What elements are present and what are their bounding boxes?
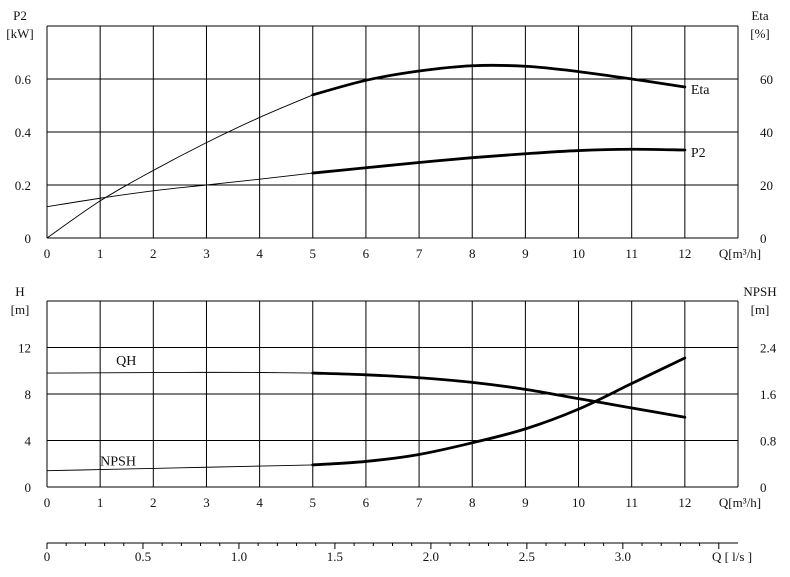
- top-x-tick-label: 7: [416, 246, 423, 261]
- top-left-tick-label: 0.4: [15, 125, 32, 140]
- bottom-right-tick-label: 2.4: [760, 341, 777, 356]
- top-series-p2-bold: [311, 147, 687, 175]
- bottom-right-tick-label: 1.6: [760, 387, 777, 402]
- bottom-right-tick-label: 0.8: [760, 434, 776, 449]
- bottom-x-tick-label: 12: [678, 495, 691, 510]
- top-series-eta-bold: [311, 63, 687, 97]
- bottom-left-axis-name: H: [15, 284, 24, 299]
- bottom-series-qh-thin: [46, 371, 313, 374]
- lps-axis-tick-label: 2.0: [423, 549, 439, 564]
- bottom-series-label: NPSH: [100, 455, 136, 470]
- bottom-left-tick-label: 8: [25, 387, 32, 402]
- top-x-tick-label: 12: [678, 246, 691, 261]
- bottom-series-label: QH: [116, 354, 136, 369]
- top-series-p2-thin: [46, 172, 313, 208]
- top-x-tick-label: 6: [363, 246, 370, 261]
- lps-axis-tick-label: 0.5: [135, 549, 151, 564]
- top-x-tick-label: 8: [469, 246, 476, 261]
- top-x-tick-label: 3: [203, 246, 210, 261]
- top-x-tick-label: 4: [256, 246, 263, 261]
- bottom-x-tick-label: 4: [256, 495, 263, 510]
- top-x-tick-label: 2: [150, 246, 157, 261]
- lps-axis-tick-label: 1.5: [327, 549, 343, 564]
- top-right-tick-label: 0: [760, 231, 767, 246]
- top-series-eta-thin: [46, 94, 313, 239]
- top-x-tick-label: 5: [310, 246, 317, 261]
- bottom-right-axis-name: NPSH: [743, 284, 776, 299]
- top-right-tick-label: 40: [760, 125, 773, 140]
- top-left-tick-label: 0.6: [15, 72, 32, 87]
- bottom-series-qh-bold: [311, 371, 687, 419]
- lps-axis-label: Q [ l/s ]: [712, 549, 752, 564]
- bottom-series-npsh-bold: [311, 356, 687, 467]
- bottom-x-tick-label: 1: [97, 495, 104, 510]
- bottom-x-tick-label: 7: [416, 495, 423, 510]
- top-x-axis-label: Q[m³/h]: [719, 246, 761, 261]
- top-right-tick-label: 60: [760, 72, 773, 87]
- top-x-tick-label: 10: [572, 246, 585, 261]
- bottom-left-tick-label: 12: [18, 341, 31, 356]
- top-x-tick-label: 11: [625, 246, 638, 261]
- lps-axis-tick-label: 2.5: [519, 549, 535, 564]
- bottom-right-tick-label: 0: [760, 480, 767, 495]
- bottom-x-tick-label: 9: [522, 495, 529, 510]
- lps-axis-tick-label: 3.0: [615, 549, 631, 564]
- bottom-series-npsh-thin: [46, 464, 313, 472]
- top-right-axis-name: Eta: [751, 8, 769, 23]
- bottom-x-tick-label: 5: [310, 495, 317, 510]
- lps-axis-tick-label: 1.0: [231, 549, 247, 564]
- bottom-left-tick-label: 4: [25, 434, 32, 449]
- top-x-tick-label: 9: [522, 246, 529, 261]
- bottom-left-tick-label: 0: [25, 480, 32, 495]
- top-left-axis-unit: [kW]: [6, 26, 33, 41]
- top-series-label: P2: [691, 146, 706, 161]
- top-x-tick-label: 1: [97, 246, 104, 261]
- bottom-x-axis-label: Q[m³/h]: [719, 495, 761, 510]
- top-x-tick-label: 0: [44, 246, 51, 261]
- bottom-x-tick-label: 2: [150, 495, 157, 510]
- top-right-tick-label: 20: [760, 178, 773, 193]
- top-right-axis-unit: [%]: [750, 26, 770, 41]
- bottom-x-tick-label: 8: [469, 495, 476, 510]
- lps-axis-tick-label: 0: [44, 549, 51, 564]
- bottom-x-tick-label: 11: [625, 495, 638, 510]
- bottom-x-tick-label: 3: [203, 495, 210, 510]
- bottom-x-tick-label: 0: [44, 495, 51, 510]
- bottom-x-tick-label: 6: [363, 495, 370, 510]
- bottom-left-axis-unit: [m]: [11, 302, 30, 317]
- top-left-tick-label: 0.2: [15, 178, 31, 193]
- top-left-tick-label: 0: [25, 231, 32, 246]
- bottom-right-axis-unit: [m]: [751, 302, 770, 317]
- top-series-label: Eta: [691, 83, 710, 98]
- top-left-axis-name: P2: [13, 8, 27, 23]
- bottom-x-tick-label: 10: [572, 495, 585, 510]
